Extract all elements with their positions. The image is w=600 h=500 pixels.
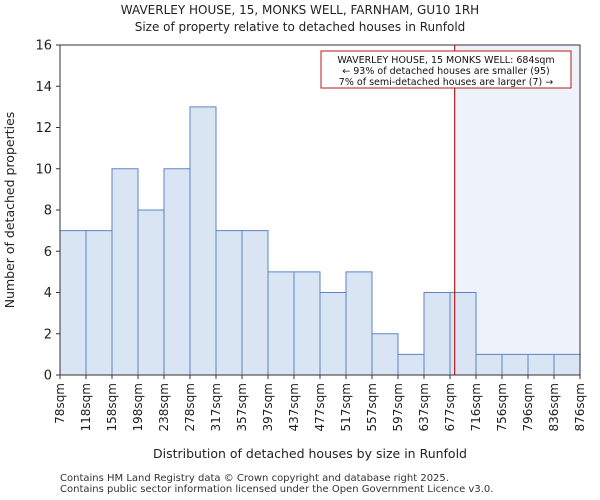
y-tick-label: 14 [35,80,52,95]
x-tick-label: 836sqm [547,383,561,431]
bar [215,230,243,376]
y-tick-label: 10 [35,162,52,177]
y-tick-label: 16 [35,39,52,54]
y-axis-label: Number of detached properties [2,112,17,309]
x-tick-label: 118sqm [79,383,93,431]
bar [85,230,113,376]
footer-line-2: Contains public sector information licen… [60,484,494,495]
x-tick-label: 477sqm [313,383,327,431]
bar [137,209,165,376]
y-tick-label: 8 [44,204,52,219]
bar [189,106,217,376]
bar [423,292,451,376]
bar [163,168,191,376]
y-tick-label: 6 [44,245,52,260]
x-tick-label: 597sqm [391,383,405,431]
annotation-line-2: ← 93% of detached houses are smaller (95… [342,66,549,77]
bar [345,271,373,376]
bar [293,271,321,376]
x-tick-label: 78sqm [53,383,67,424]
bar [449,292,477,376]
annotation-border [320,50,572,89]
x-tick-label: 317sqm [209,383,223,431]
x-tick-label: 637sqm [417,383,431,431]
x-tick-label: 357sqm [235,383,249,431]
bar [241,230,269,376]
chart-title: WAVERLEY HOUSE, 15, MONKS WELL, FARNHAM,… [120,3,480,17]
x-tick-label: 756sqm [495,383,509,431]
x-tick-label: 517sqm [339,383,353,431]
bars-group [59,106,581,376]
bar [397,353,425,376]
x-tick-label: 238sqm [157,383,171,431]
y-tick-label: 2 [44,327,52,342]
bar [319,292,347,376]
bar [59,230,87,376]
x-tick-label: 796sqm [521,383,535,431]
bar [553,353,581,376]
x-tick-label: 677sqm [443,383,457,431]
footer-line-1: Contains HM Land Registry data © Crown c… [60,473,449,484]
bar [527,353,555,376]
bar [267,271,295,376]
annotation-line-3: 7% of semi-detached houses are larger (7… [339,77,553,88]
histogram-chart: 0 2 4 6 8 10 12 14 16 78sqm 118sqm 158sqm 198sqm 238… [2,39,587,462]
annotation-line-1: WAVERLEY HOUSE, 15 MONKS WELL: 684sqm [337,55,554,66]
y-tick-label: 4 [44,286,52,301]
x-axis: 78sqm 118sqm 158sqm 198sqm 238sqm 278sqm 317sq… [53,375,587,431]
x-tick-label: 876sqm [573,383,587,431]
y-tick-label: 12 [35,121,52,136]
x-axis-label: Distribution of detached houses by size … [153,446,467,461]
y-axis: 0 2 4 6 8 10 12 14 16 [35,39,60,384]
plot-frame [59,44,581,376]
bar [501,353,529,376]
x-tick-label: 557sqm [365,383,379,431]
x-tick-label: 278sqm [183,383,197,431]
x-tick-label: 397sqm [261,383,275,431]
x-tick-label: 437sqm [287,383,301,431]
annotation-box: WAVERLEY HOUSE, 15 MONKS WELL: 684sqm ← … [320,50,572,89]
x-tick-label: 198sqm [131,383,145,431]
bar [371,333,399,376]
chart-subtitle: Size of property relative to detached ho… [134,20,466,34]
x-tick-label: 716sqm [469,383,483,431]
x-tick-label: 158sqm [105,383,119,431]
y-tick-label: 0 [44,369,52,384]
bar [111,168,139,376]
bar [475,353,503,376]
